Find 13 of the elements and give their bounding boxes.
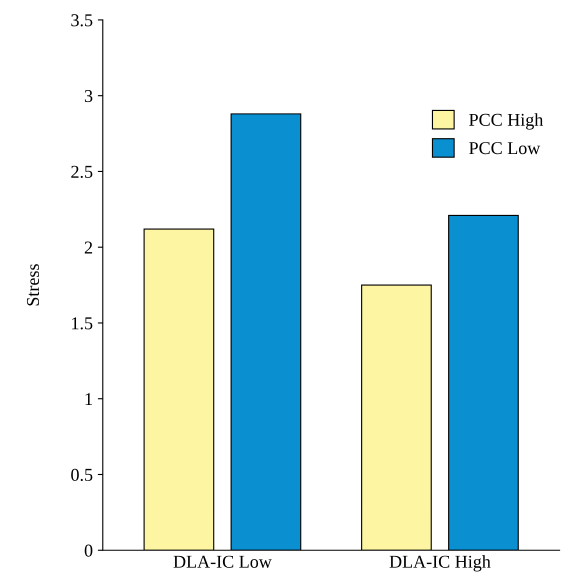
y-tick-label: 0.5 [71, 468, 92, 482]
y-tick-label: 1 [86, 393, 92, 405]
y-tick-label: 3 [84, 90, 92, 102]
x-tick-label: DLA-IC Low [174, 556, 272, 568]
y-axis-title: Stress [26, 264, 40, 306]
y-tick-label: 2.5 [71, 166, 92, 178]
x-tick-label: DLA-IC High [390, 555, 491, 572]
y-tick-label: 0 [84, 544, 92, 557]
y-tick-label: 2 [84, 242, 92, 254]
y-tick-label: 1.5 [72, 317, 92, 330]
legend-label: PCC High [469, 113, 544, 130]
y-tick-label: 3.5 [71, 14, 92, 26]
legend-label: PCC Low [469, 142, 540, 154]
